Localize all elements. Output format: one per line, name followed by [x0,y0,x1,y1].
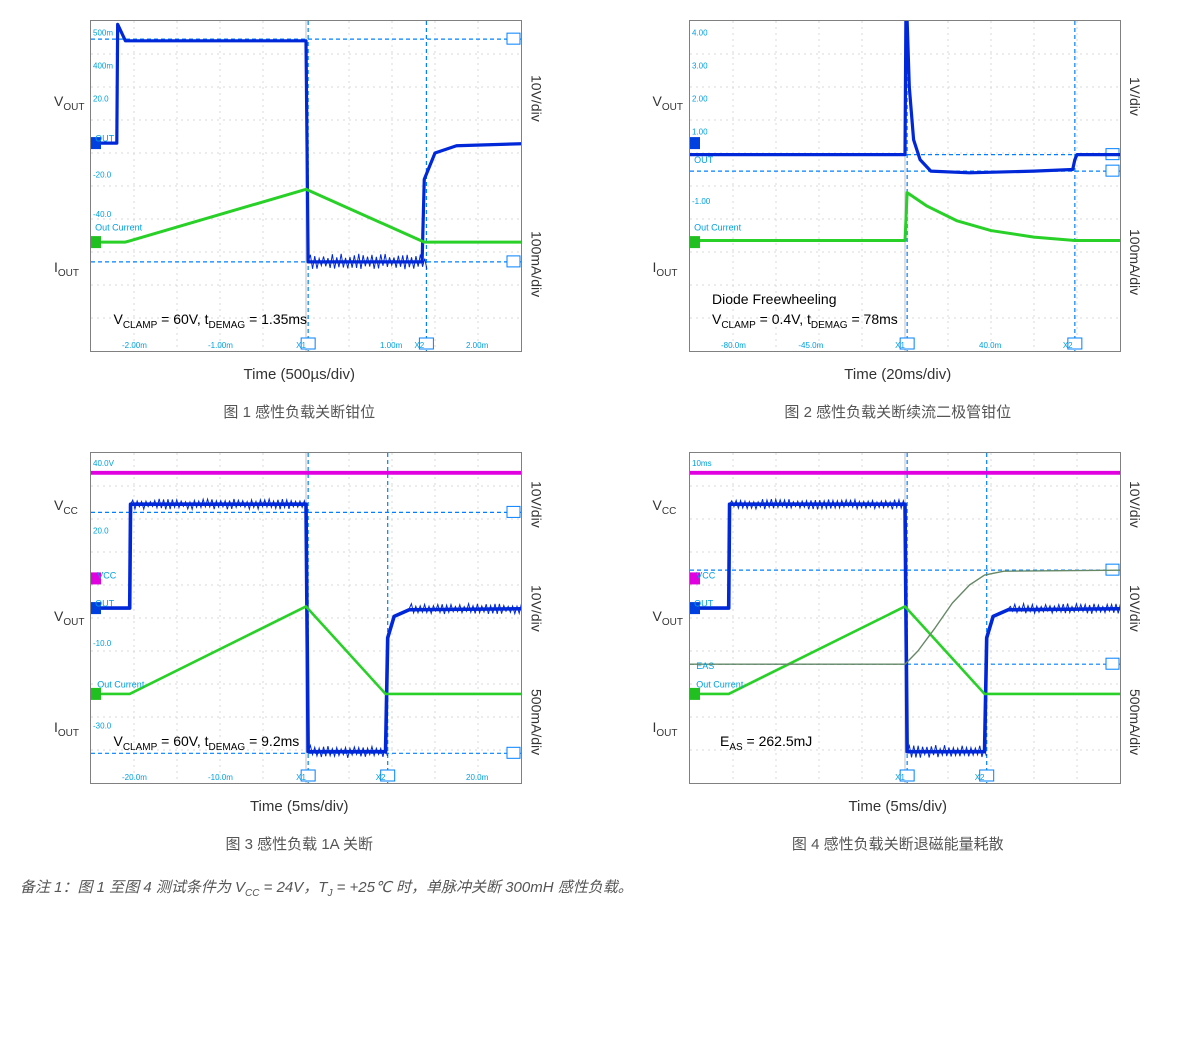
y-label: VOUT [653,93,683,113]
y-right-label: 500mA/div [528,689,544,755]
y-right-label: 10V/div [528,481,544,528]
y-right-label: 10V/div [1127,481,1143,528]
y-right-labels: 10V/div 10V/div 500mA/div [1121,452,1143,784]
svg-text:40.0V: 40.0V [93,459,115,468]
y-label: VCC [653,497,683,517]
y-right-labels: 10V/div 100mA/div [522,20,544,352]
figure-caption: 图 2 感性负载关断续流二极管钳位 [784,401,1011,422]
oscilloscope-plot: VCC OUT EAS Out Current 10ms X1 X2 EAS = 262.5m… [689,452,1121,784]
y-right-label: 10V/div [528,75,544,122]
figure-grid: VOUT IOUT OUT Out Current 500m 400m 20.0 -20.0 -… [20,20,1177,854]
scope-panel-fig2: VOUT IOUT OUT Out Current 4.00 3.00 2.00 1.00 -1… [619,20,1178,422]
y-left-labels: VOUT IOUT [54,20,90,352]
overlay-annotation: Diode Freewheeling [712,291,837,307]
svg-text:Out Current: Out Current [98,679,146,689]
y-left-labels: VOUT IOUT [653,20,689,352]
svg-text:40.0m: 40.0m [979,341,1002,350]
svg-text:20.0m: 20.0m [466,773,489,782]
svg-text:OUT: OUT [694,598,714,608]
y-label: IOUT [54,259,84,279]
figure-caption: 图 1 感性负载关断钳位 [223,401,375,422]
svg-text:400m: 400m [93,62,113,71]
svg-text:-1.00: -1.00 [692,197,711,206]
x-axis-label: Time (500µs/div) [244,366,355,383]
svg-text:2.00: 2.00 [692,95,708,104]
figure-caption: 图 3 感性负载 1A 关断 [225,833,373,854]
overlay-annotation: VCLAMP = 60V, tDEMAG = 1.35ms [113,311,307,331]
y-left-labels: VCC VOUT IOUT [653,452,689,784]
svg-text:1.00m: 1.00m [380,341,403,350]
y-right-labels: 10V/div 10V/div 500mA/div [522,452,544,784]
oscilloscope-plot: OUT Out Current 4.00 3.00 2.00 1.00 -1.00 -80.0… [689,20,1121,352]
svg-text:OUT: OUT [96,598,116,608]
figure-caption: 图 4 感性负载关断退磁能量耗散 [792,833,1004,854]
svg-text:-20.0m: -20.0m [122,773,147,782]
svg-text:X2: X2 [975,773,985,782]
svg-text:X1: X1 [895,773,905,782]
y-right-labels: 1V/div 100mA/div [1121,20,1143,352]
overlay-annotation: VCLAMP = 0.4V, tDEMAG = 78ms [712,311,898,331]
svg-text:20.0: 20.0 [93,527,109,536]
svg-text:X2: X2 [376,773,386,782]
y-label: IOUT [653,719,683,739]
svg-text:3.00: 3.00 [692,62,708,71]
svg-text:OUT: OUT [96,133,116,143]
scope-panel-fig1: VOUT IOUT OUT Out Current 500m 400m 20.0 -20.0 -… [20,20,579,422]
svg-text:-45.0m: -45.0m [798,341,823,350]
svg-text:-30.0: -30.0 [93,721,112,730]
y-label: IOUT [54,719,84,739]
svg-text:-2.00m: -2.00m [122,341,147,350]
svg-text:X1: X1 [297,341,307,350]
y-label: IOUT [653,259,683,279]
svg-text:Out Current: Out Current [96,223,144,233]
svg-text:X1: X1 [297,773,307,782]
svg-text:VCC: VCC [696,570,716,580]
scope-panel-fig4: VCC VOUT IOUT VCC OUT EAS Out Current 10ms X1 X2 E… [619,452,1178,854]
oscilloscope-plot: OUT Out Current 500m 400m 20.0 -20.0 -40.0 -2.0… [90,20,522,352]
svg-text:Out Current: Out Current [694,223,742,233]
y-right-label: 10V/div [1127,585,1143,632]
svg-text:X1: X1 [895,341,905,350]
svg-text:EAS: EAS [696,661,714,671]
svg-text:4.00: 4.00 [692,29,708,38]
svg-text:-1.00m: -1.00m [208,341,233,350]
footnote-text: 备注 1：图 1 至图 4 测试条件为 VCC = 24V，TJ = +25℃ … [20,876,1177,899]
y-right-label: 500mA/div [1127,689,1143,755]
overlay-annotation: VCLAMP = 60V, tDEMAG = 9.2ms [113,733,299,753]
y-label: VOUT [54,93,84,113]
svg-text:-10.0m: -10.0m [208,773,233,782]
svg-text:10ms: 10ms [692,459,712,468]
svg-text:2.00m: 2.00m [466,341,489,350]
x-axis-label: Time (5ms/div) [250,798,349,815]
y-right-label: 100mA/div [528,231,544,297]
y-label: VCC [54,497,84,517]
x-axis-label: Time (20ms/div) [844,366,951,383]
svg-text:20.0: 20.0 [93,95,109,104]
svg-text:1.00: 1.00 [692,128,708,137]
svg-text:-10.0: -10.0 [93,639,112,648]
y-label: VOUT [54,608,84,628]
svg-text:Out Current: Out Current [696,679,744,689]
svg-text:-20.0: -20.0 [93,171,112,180]
svg-text:X2: X2 [415,341,425,350]
svg-text:OUT: OUT [694,155,714,165]
svg-text:-80.0m: -80.0m [721,341,746,350]
y-right-label: 1V/div [1127,77,1143,116]
y-label: VOUT [653,608,683,628]
y-right-label: 10V/div [528,585,544,632]
y-right-label: 100mA/div [1127,229,1143,295]
y-left-labels: VCC VOUT IOUT [54,452,90,784]
scope-panel-fig3: VCC VOUT IOUT VCC OUT Out Current 40.0V 20.0 -10… [20,452,579,854]
oscilloscope-plot: VCC OUT Out Current 40.0V 20.0 -10.0 -30.0 -20.… [90,452,522,784]
svg-text:-40.0: -40.0 [93,210,112,219]
x-axis-label: Time (5ms/div) [848,798,947,815]
svg-text:VCC: VCC [98,570,118,580]
svg-text:X2: X2 [1063,341,1073,350]
svg-text:500m: 500m [93,29,113,38]
overlay-annotation: EAS = 262.5mJ [720,733,812,753]
